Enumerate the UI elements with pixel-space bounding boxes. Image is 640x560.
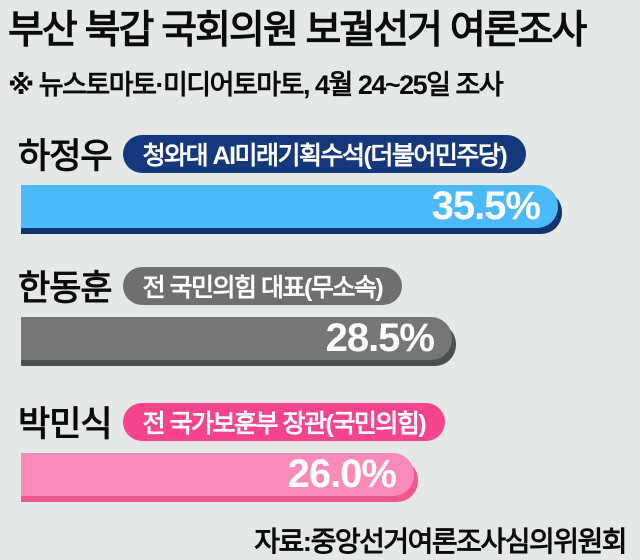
candidate-row: 한동훈 전 국민의힘 대표(무소속) 28.5%	[0, 260, 640, 361]
candidate-name: 하정우	[18, 137, 113, 177]
source-credit: 자료:중앙선거여론조사심의위원회	[254, 526, 627, 558]
candidate-role-pill: 전 국민의힘 대표(무소속)	[122, 266, 403, 305]
candidate-row: 박민식 전 국가보훈부 장관(국민의힘) 26.0%	[0, 396, 640, 497]
candidate-role-pill: 청와대 AI미래기획수석(더불어민주당)	[122, 134, 527, 173]
result-bar: 26.0%	[21, 452, 414, 497]
candidate-role-pill: 전 국가보훈부 장관(국민의힘)	[122, 402, 446, 441]
candidate-row: 하정우 청와대 AI미래기획수석(더불어민주당) 35.5%	[0, 128, 640, 229]
result-bar: 35.5%	[21, 184, 558, 229]
result-value: 35.5%	[431, 184, 541, 229]
header: 부산 북갑 국회의원 보궐선거 여론조사 ※ 뉴스토마토·미디어토마토, 4월 …	[0, 0, 640, 102]
survey-note: ※ 뉴스토마토·미디어토마토, 4월 24~25일 조사	[8, 70, 504, 101]
page-title: 부산 북갑 국회의원 보궐선거 여론조사	[8, 9, 587, 52]
result-value: 28.5%	[325, 316, 435, 361]
candidate-name: 박민식	[18, 405, 113, 445]
result-bar: 28.5%	[21, 316, 452, 361]
candidate-name: 한동훈	[18, 269, 113, 309]
result-value: 26.0%	[287, 452, 397, 497]
